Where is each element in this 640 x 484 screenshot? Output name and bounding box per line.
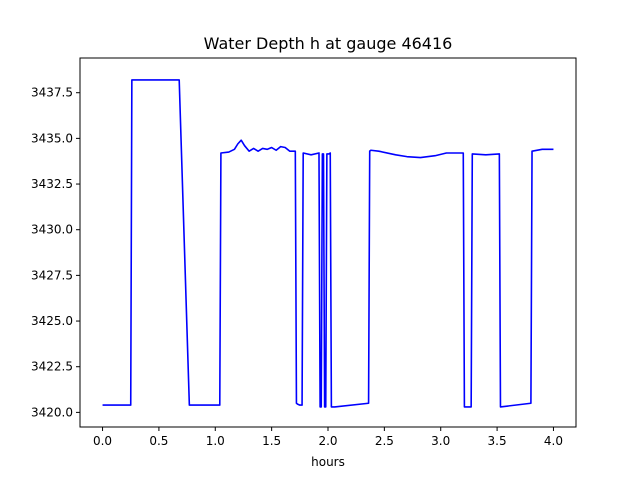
x-tick-label: 3.5 — [488, 434, 507, 448]
x-tick-label: 3.0 — [431, 434, 450, 448]
x-tick-label: 1.5 — [262, 434, 281, 448]
x-tick-label: 2.0 — [318, 434, 337, 448]
x-tick-label: 0.0 — [93, 434, 112, 448]
series-line-0 — [102, 79, 554, 408]
y-tick-label: 3435.0 — [31, 131, 73, 145]
chart-title: Water Depth h at gauge 46416 — [204, 34, 453, 53]
x-tick-label: 0.5 — [149, 434, 168, 448]
y-tick-label: 3430.0 — [31, 223, 73, 237]
x-axis-label: hours — [311, 455, 345, 469]
y-tick-label: 3437.5 — [31, 86, 73, 100]
x-tick-label: 1.0 — [206, 434, 225, 448]
axes-frame — [79, 57, 577, 428]
y-tick-label: 3420.0 — [31, 405, 73, 419]
y-tick-label: 3422.5 — [31, 360, 73, 374]
y-axis: 3420.0 3422.5 3425.0 3427.5 3430.0 3432.5 3435… — [31, 86, 80, 419]
plot-area — [102, 79, 554, 408]
x-tick-label: 4.0 — [544, 434, 563, 448]
y-tick-label: 3432.5 — [31, 177, 73, 191]
x-axis: 0.0 0.5 1.0 1.5 2.0 2.5 3.0 3.5 4.0 — [93, 427, 563, 448]
y-tick-label: 3425.0 — [31, 314, 73, 328]
y-tick-label: 3427.5 — [31, 268, 73, 282]
x-tick-label: 2.5 — [375, 434, 394, 448]
